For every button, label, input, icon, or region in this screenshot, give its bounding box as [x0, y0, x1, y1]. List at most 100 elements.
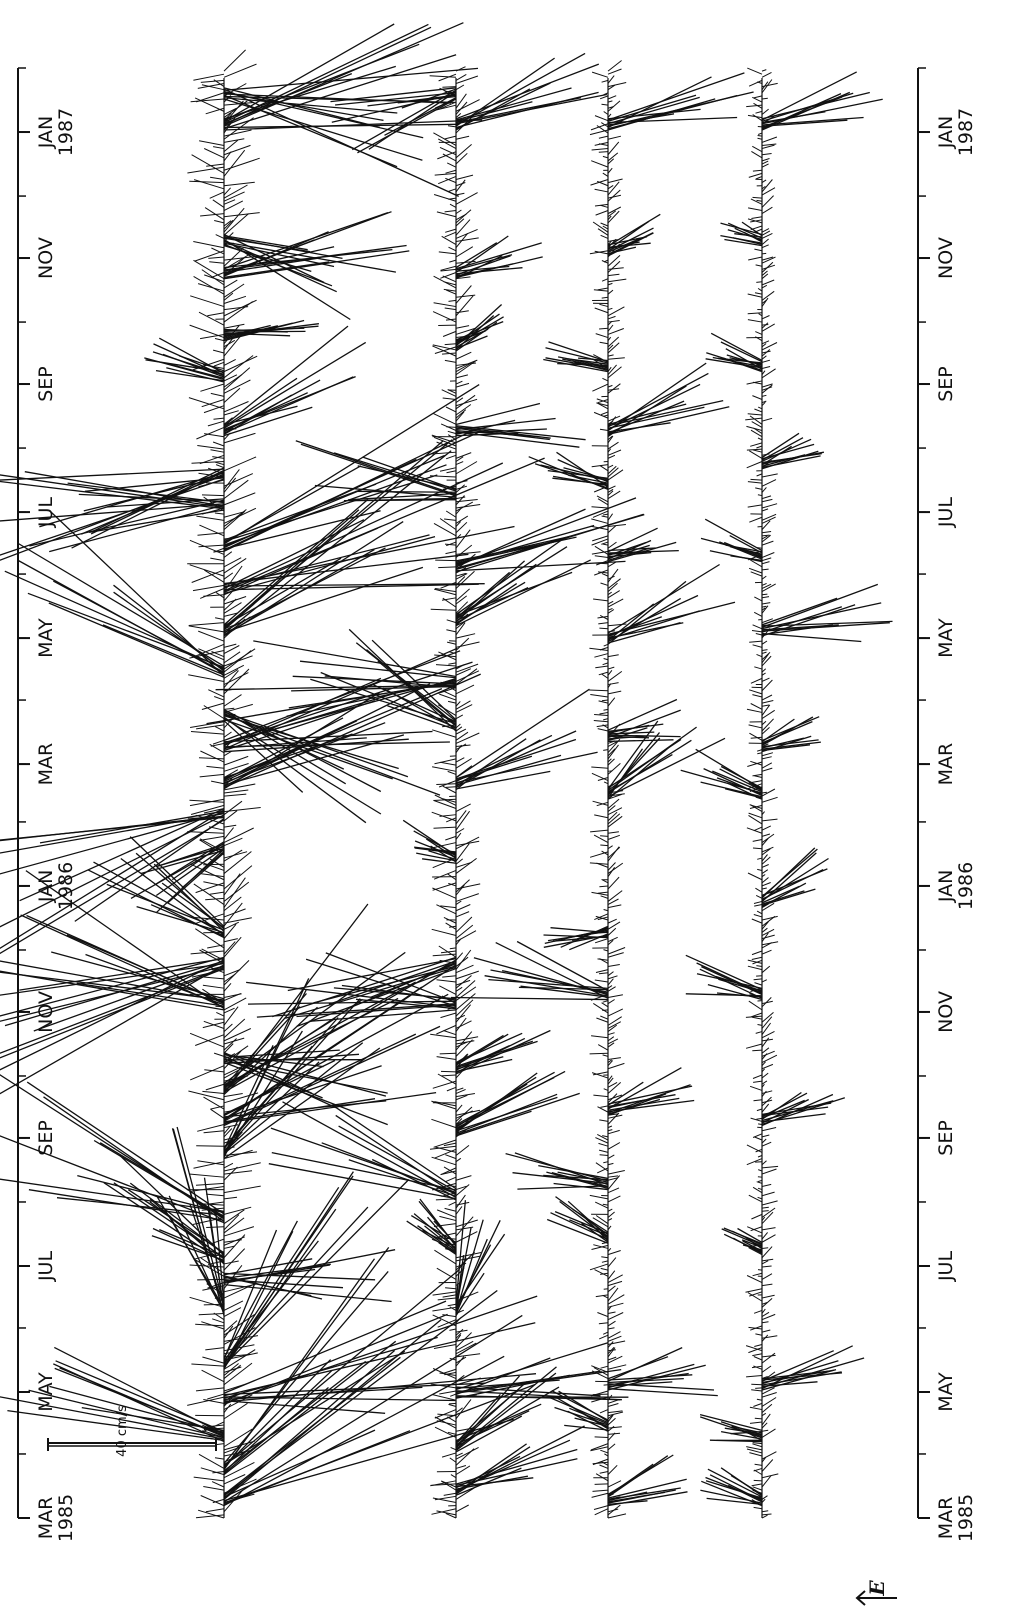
velocity-stick: [447, 1303, 457, 1307]
axis-tick-label: JUL: [935, 1251, 957, 1283]
velocity-stick: [749, 415, 763, 425]
velocity-stick: [223, 535, 436, 595]
velocity-stick: [761, 1211, 774, 1225]
velocity-stick: [761, 618, 773, 624]
velocity-stick: [447, 1431, 457, 1435]
velocity-stick: [223, 1162, 261, 1172]
velocity-stick: [455, 1465, 467, 1469]
velocity-stick: [449, 947, 457, 950]
velocity-stick: [223, 921, 240, 930]
velocity-stick: [748, 567, 763, 574]
velocity-stick: [223, 824, 237, 828]
velocity-stick: [435, 559, 457, 562]
velocity-stick: [455, 1087, 464, 1091]
velocity-stick: [455, 1039, 473, 1057]
velocity-stick: [607, 1364, 627, 1370]
velocity-stick: [761, 91, 870, 120]
velocity-stick: [761, 1350, 834, 1382]
velocity-stick: [200, 1467, 225, 1476]
velocity-stick: [603, 111, 609, 115]
velocity-stick: [455, 1467, 522, 1496]
velocity-stick: [601, 278, 609, 282]
velocity-stick: [761, 187, 776, 196]
velocity-stick: [223, 669, 239, 679]
velocity-stick: [761, 1352, 776, 1364]
velocity-stick: [607, 1187, 620, 1194]
velocity-stick: [410, 1215, 457, 1244]
velocity-stick: [601, 673, 609, 679]
velocity-stick: [757, 1187, 763, 1191]
velocity-stick: [201, 494, 225, 497]
velocity-stick: [455, 1465, 471, 1476]
velocity-stick: [211, 272, 225, 278]
velocity-stick: [223, 851, 248, 859]
velocity-stick: [607, 366, 622, 379]
velocity-stick: [223, 483, 377, 541]
tick-month: MAR: [935, 1497, 957, 1540]
velocity-stick: [206, 1226, 225, 1228]
velocity-stick: [590, 179, 609, 186]
velocity-stick: [455, 499, 478, 503]
velocity-stick: [607, 1377, 684, 1384]
velocity-stick: [4, 570, 225, 670]
tick-month: MAR: [35, 743, 57, 786]
velocity-stick: [761, 438, 812, 462]
velocity-stick: [597, 1133, 609, 1141]
velocity-stick: [223, 896, 242, 912]
velocity-stick: [223, 1149, 253, 1160]
velocity-stick: [203, 148, 225, 159]
velocity-stick: [432, 729, 457, 738]
velocity-stick: [597, 916, 609, 921]
velocity-stick: [189, 798, 225, 807]
velocity-stick: [195, 1514, 225, 1519]
velocity-stick: [748, 1194, 763, 1203]
velocity-stick: [607, 239, 618, 242]
velocity-stick: [0, 813, 225, 854]
velocity-stick: [761, 818, 778, 822]
velocity-stick: [211, 247, 225, 255]
velocity-stick: [753, 914, 763, 918]
velocity-stick: [223, 941, 236, 955]
velocity-stick: [54, 1367, 225, 1436]
velocity-stick: [401, 88, 457, 109]
velocity-stick: [750, 703, 763, 710]
velocity-stick: [188, 397, 225, 410]
velocity-stick: [607, 465, 617, 475]
velocity-stick: [607, 324, 614, 332]
velocity-stick: [204, 207, 225, 221]
velocity-stick: [761, 1273, 773, 1280]
velocity-stick: [696, 973, 763, 990]
velocity-stick: [223, 1092, 259, 1104]
velocity-stick: [757, 1179, 763, 1183]
velocity-stick: [594, 1508, 609, 1516]
velocity-stick: [601, 1256, 609, 1259]
velocity-stick: [223, 355, 258, 373]
velocity-stick: [595, 333, 609, 339]
velocity-stick: [757, 137, 763, 140]
velocity-stick: [591, 1035, 609, 1039]
velocity-stick: [607, 1312, 624, 1321]
velocity-stick: [455, 362, 477, 366]
velocity-stick: [598, 151, 609, 153]
velocity-stick: [455, 1427, 474, 1432]
velocity-stick: [591, 518, 609, 524]
velocity-stick: [455, 714, 464, 720]
velocity-stick: [761, 1183, 772, 1187]
velocity-stick: [720, 341, 763, 363]
velocity-stick: [223, 22, 464, 127]
velocity-stick: [761, 1329, 771, 1333]
velocity-stick: [455, 1096, 558, 1132]
velocity-stick: [557, 1171, 609, 1183]
axis-tick-label: MAY: [35, 618, 57, 658]
velocity-stick: [594, 1201, 609, 1209]
velocity-stick: [196, 426, 225, 440]
velocity-stick: [761, 273, 769, 280]
velocity-stick: [761, 1514, 768, 1519]
velocity-stick: [93, 1139, 225, 1219]
velocity-stick: [755, 1148, 763, 1153]
velocity-stick: [195, 1034, 225, 1046]
velocity-stick: [761, 368, 776, 379]
velocity-stick: [27, 592, 225, 669]
velocity-stick: [455, 101, 533, 122]
velocity-stick: [761, 1232, 768, 1240]
